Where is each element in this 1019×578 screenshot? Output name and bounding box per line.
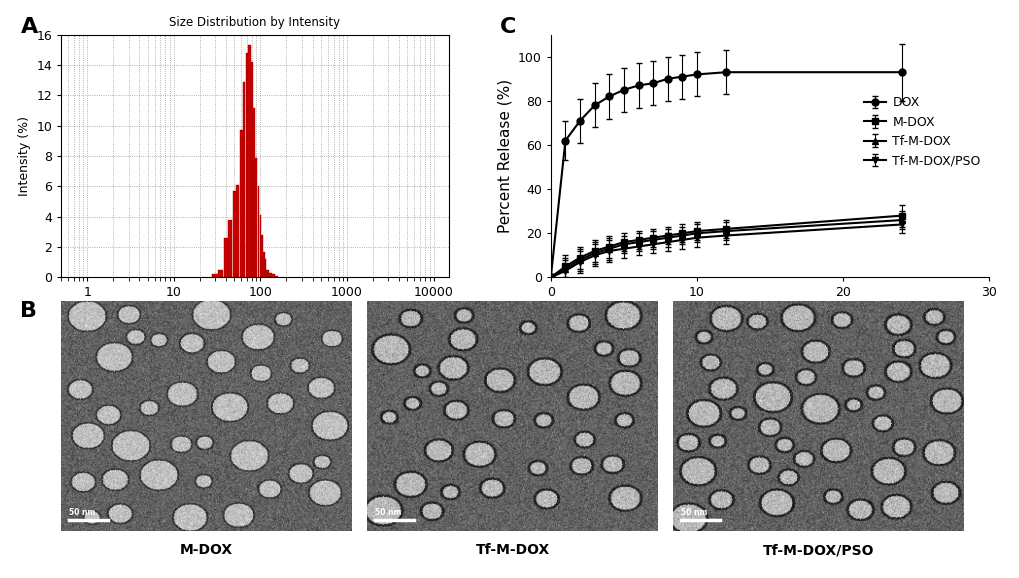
Text: A: A — [20, 17, 38, 38]
Title: Size Distribution by Intensity: Size Distribution by Intensity — [169, 16, 340, 29]
Y-axis label: Percent Release (%): Percent Release (%) — [497, 79, 512, 233]
Text: M-DOX: M-DOX — [179, 543, 233, 557]
Bar — [255, 158, 257, 277]
Bar — [232, 191, 235, 277]
Bar — [263, 251, 265, 277]
X-axis label: Time (hours): Time (hours) — [714, 305, 824, 320]
Bar — [271, 275, 274, 277]
Bar — [275, 276, 278, 277]
Bar — [228, 220, 232, 277]
Bar — [261, 235, 263, 277]
Legend: DOX, M-DOX, Tf-M-DOX, Tf-M-DOX/PSO: DOX, M-DOX, Tf-M-DOX, Tf-M-DOX/PSO — [860, 94, 982, 170]
Bar — [218, 270, 223, 277]
Bar — [212, 275, 218, 277]
Bar — [266, 270, 268, 277]
Bar — [246, 53, 248, 277]
Text: 50 nm: 50 nm — [375, 508, 400, 517]
Text: 50 nm: 50 nm — [69, 508, 95, 517]
Text: Tf-M-DOX: Tf-M-DOX — [475, 543, 549, 557]
Text: 50 nm: 50 nm — [681, 508, 706, 517]
Bar — [269, 273, 271, 277]
Bar — [265, 259, 266, 277]
X-axis label: Size (d, nm): Size (d, nm) — [204, 305, 306, 320]
Bar — [253, 108, 255, 277]
Bar — [249, 45, 251, 277]
Bar — [236, 185, 239, 277]
Bar — [223, 238, 228, 277]
Y-axis label: Intensity (%): Intensity (%) — [17, 116, 31, 196]
Bar — [259, 215, 261, 277]
Bar — [258, 186, 259, 277]
Text: B: B — [20, 301, 38, 321]
Bar — [239, 130, 243, 277]
Bar — [243, 81, 246, 277]
Bar — [251, 62, 253, 277]
Text: C: C — [499, 17, 516, 38]
Text: Tf-M-DOX/PSO: Tf-M-DOX/PSO — [762, 543, 873, 557]
